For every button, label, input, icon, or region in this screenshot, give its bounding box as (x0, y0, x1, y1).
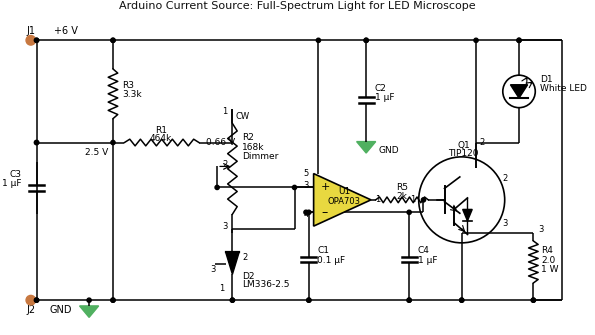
Circle shape (531, 298, 536, 302)
Polygon shape (356, 142, 375, 153)
Circle shape (531, 298, 536, 302)
Text: GND: GND (378, 146, 399, 155)
Text: White LED: White LED (540, 84, 587, 93)
Text: 1: 1 (220, 284, 225, 293)
Text: 2: 2 (242, 253, 247, 262)
Text: C2: C2 (375, 83, 387, 92)
Circle shape (111, 38, 115, 43)
Circle shape (26, 295, 36, 305)
Circle shape (215, 185, 219, 190)
Text: J1: J1 (26, 26, 35, 36)
Circle shape (304, 210, 308, 214)
Text: 0.66 V: 0.66 V (206, 138, 236, 147)
Text: OPA703: OPA703 (328, 197, 361, 206)
Text: GND: GND (50, 305, 73, 315)
Text: 3: 3 (210, 265, 215, 274)
Text: J2: J2 (26, 305, 35, 315)
Circle shape (35, 38, 39, 43)
Text: 168k: 168k (242, 143, 264, 152)
Text: Q1: Q1 (457, 141, 470, 150)
Text: 1: 1 (223, 108, 228, 117)
Text: 3: 3 (538, 225, 543, 234)
Text: 3.3k: 3.3k (123, 90, 142, 99)
Circle shape (35, 140, 39, 145)
Text: LM336-2.5: LM336-2.5 (242, 280, 290, 289)
Text: 1 W: 1 W (541, 265, 559, 274)
Circle shape (111, 298, 115, 302)
Circle shape (517, 38, 521, 43)
Text: 464k: 464k (149, 134, 172, 143)
Text: 1 µF: 1 µF (375, 93, 394, 102)
Text: 1 µF: 1 µF (418, 256, 437, 265)
Text: +: + (321, 183, 331, 192)
Text: 0.1 µF: 0.1 µF (318, 256, 346, 265)
Circle shape (35, 140, 39, 145)
Circle shape (292, 185, 297, 190)
Text: R4: R4 (541, 246, 553, 255)
Text: +6 V: +6 V (54, 26, 77, 36)
Circle shape (230, 298, 234, 302)
Text: D2: D2 (242, 272, 255, 281)
Circle shape (407, 210, 411, 214)
Circle shape (307, 298, 311, 302)
Title: Arduino Current Source: Full-Spectrum Light for LED Microscope: Arduino Current Source: Full-Spectrum Li… (118, 1, 475, 11)
Polygon shape (80, 306, 99, 317)
Text: CW: CW (235, 112, 249, 121)
Circle shape (307, 210, 311, 214)
Circle shape (111, 140, 115, 145)
Circle shape (111, 298, 115, 302)
Circle shape (35, 298, 39, 302)
Circle shape (364, 38, 368, 43)
Circle shape (407, 298, 411, 302)
Text: R2: R2 (242, 133, 254, 142)
Text: 1: 1 (375, 195, 380, 204)
Text: 5: 5 (303, 169, 309, 178)
Text: 1 µF: 1 µF (2, 179, 21, 188)
Text: –: – (321, 206, 327, 219)
Circle shape (87, 298, 91, 302)
Text: Dimmer: Dimmer (242, 152, 278, 161)
Circle shape (307, 298, 311, 302)
Text: D1: D1 (540, 75, 553, 84)
Text: 3: 3 (503, 219, 508, 228)
Circle shape (230, 298, 234, 302)
Polygon shape (226, 252, 239, 274)
Text: 1: 1 (409, 195, 415, 204)
Text: 2.0: 2.0 (541, 256, 555, 265)
Text: 3: 3 (223, 222, 228, 231)
Circle shape (317, 38, 321, 43)
Circle shape (35, 298, 39, 302)
Text: C1: C1 (318, 246, 330, 255)
Circle shape (517, 38, 521, 43)
Text: TIP120: TIP120 (449, 148, 479, 157)
Text: C4: C4 (418, 246, 430, 255)
Circle shape (459, 298, 464, 302)
Polygon shape (463, 209, 472, 221)
Polygon shape (511, 85, 528, 98)
Text: U1: U1 (338, 187, 350, 196)
Circle shape (474, 38, 478, 43)
Polygon shape (314, 174, 371, 226)
Text: 4: 4 (303, 210, 309, 219)
Text: 2: 2 (223, 160, 228, 169)
Circle shape (26, 36, 36, 45)
Text: R3: R3 (123, 81, 134, 90)
Text: C3: C3 (10, 170, 21, 179)
Text: 2: 2 (480, 138, 485, 147)
Circle shape (421, 198, 425, 202)
Text: R1: R1 (155, 126, 167, 135)
Circle shape (35, 38, 39, 43)
Text: 2k: 2k (396, 192, 408, 201)
Text: 2.5 V: 2.5 V (85, 148, 108, 156)
Text: R5: R5 (396, 183, 408, 192)
Circle shape (364, 38, 368, 43)
Circle shape (111, 38, 115, 43)
Circle shape (459, 298, 464, 302)
Text: 3: 3 (303, 181, 309, 190)
Text: 2: 2 (503, 174, 508, 183)
Circle shape (407, 298, 411, 302)
